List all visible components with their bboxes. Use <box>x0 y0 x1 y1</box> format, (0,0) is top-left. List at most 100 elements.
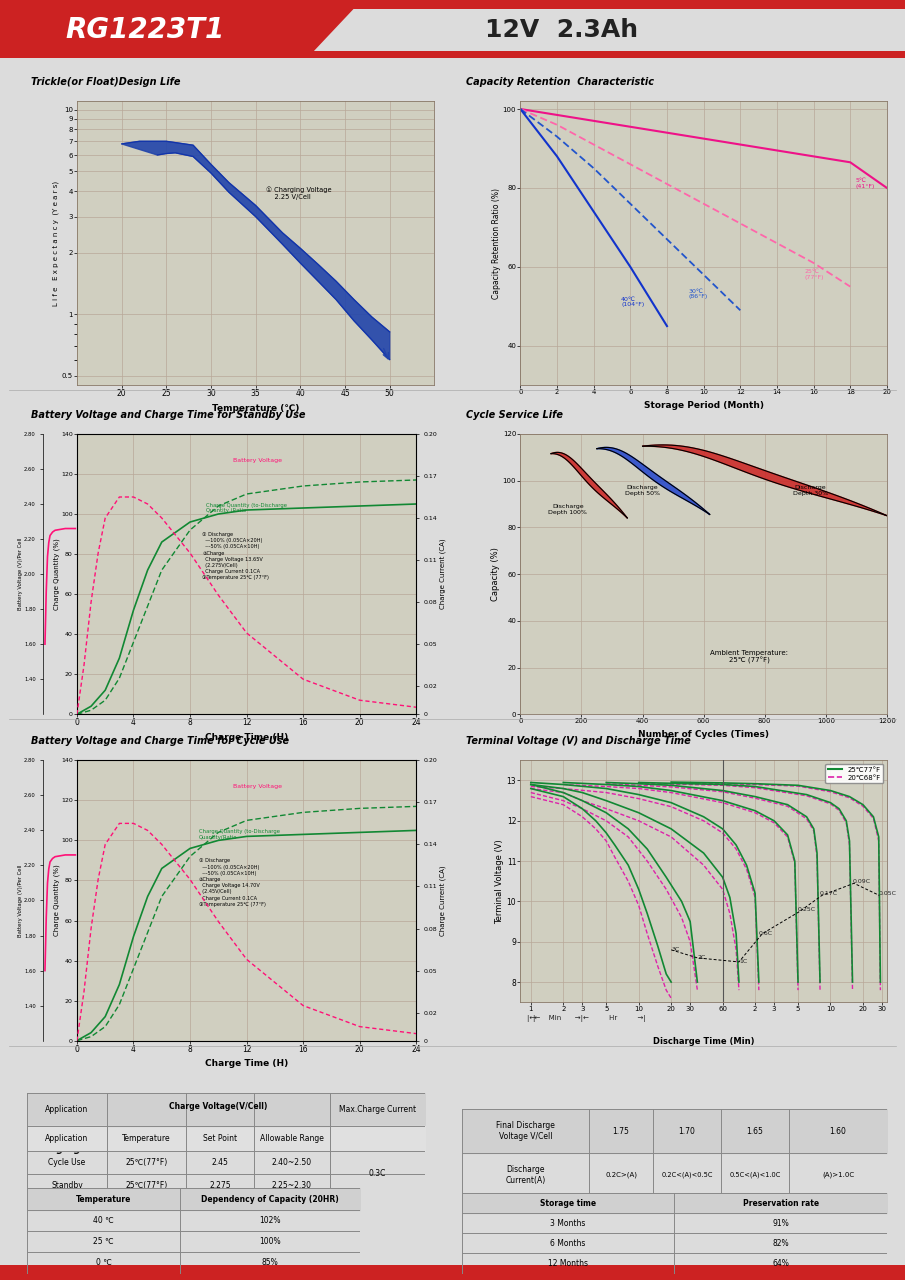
X-axis label: Discharge Time (Min): Discharge Time (Min) <box>653 1037 755 1047</box>
Text: Set Point: Set Point <box>204 1134 237 1143</box>
Text: 40 ℃: 40 ℃ <box>93 1216 114 1225</box>
Text: Final Discharge
Voltage V/Cell: Final Discharge Voltage V/Cell <box>496 1121 555 1140</box>
Polygon shape <box>0 0 362 58</box>
Text: ① Discharge
  —100% (0.05CA×20H)
  ---50% (0.05CA×10H)
②Charge
  Charge Voltage : ① Discharge —100% (0.05CA×20H) ---50% (0… <box>199 859 266 906</box>
Legend: 25℃77°F, 20℃68°F: 25℃77°F, 20℃68°F <box>825 764 883 783</box>
Text: 0.17C: 0.17C <box>820 891 838 896</box>
Text: 25℃(77°F): 25℃(77°F) <box>126 1181 167 1190</box>
Text: 0.05C: 0.05C <box>879 891 897 896</box>
Text: Preservation rate: Preservation rate <box>742 1198 819 1207</box>
Y-axis label: Charge Current (CA): Charge Current (CA) <box>439 865 445 936</box>
Text: |←      Min      →|←         Hr         →|: |← Min →|← Hr →| <box>527 1015 646 1023</box>
Y-axis label: L i f e   E x p e c t a n c y  (Y e a r s): L i f e E x p e c t a n c y (Y e a r s) <box>52 180 59 306</box>
Text: Charge Quantity (to-Discharge
Quantity(Ratio: Charge Quantity (to-Discharge Quantity(R… <box>199 829 281 840</box>
Text: 0.2C<(A)<0.5C: 0.2C<(A)<0.5C <box>662 1171 713 1178</box>
Text: 0.2C>(A): 0.2C>(A) <box>605 1171 637 1178</box>
Text: ① Discharge
  —100% (0.05CA×20H)
  ---50% (0.05CA×10H)
②Charge
  Charge Voltage : ① Discharge —100% (0.05CA×20H) ---50% (0… <box>203 532 270 580</box>
Text: 1C: 1C <box>739 960 748 964</box>
Text: 100%: 100% <box>259 1238 281 1247</box>
Text: 2.40~2.50: 2.40~2.50 <box>272 1158 312 1167</box>
Text: 2.45: 2.45 <box>212 1158 229 1167</box>
Text: Application: Application <box>45 1105 89 1114</box>
Text: 12 Months: 12 Months <box>548 1260 588 1268</box>
Text: 1.70: 1.70 <box>679 1126 695 1135</box>
Text: 0.3C: 0.3C <box>369 1170 386 1179</box>
Text: |←: |← <box>532 1015 540 1023</box>
Text: 85%: 85% <box>262 1258 279 1267</box>
Text: Application: Application <box>45 1134 89 1143</box>
Text: Battery Voltage and Charge Time for Cycle Use: Battery Voltage and Charge Time for Cycl… <box>32 736 290 746</box>
Text: Ambient Temperature:
25℃ (77°F): Ambient Temperature: 25℃ (77°F) <box>710 650 788 664</box>
Text: 6 Months: 6 Months <box>550 1239 586 1248</box>
Text: Temperature: Temperature <box>76 1194 131 1203</box>
Text: Trickle(or Float)Design Life: Trickle(or Float)Design Life <box>32 77 181 87</box>
X-axis label: Temperature (℃): Temperature (℃) <box>212 404 300 413</box>
Text: Standby: Standby <box>51 1181 83 1190</box>
Y-axis label: Battery Voltage (V)/Per Cell: Battery Voltage (V)/Per Cell <box>18 538 23 611</box>
Bar <box>0 0 905 9</box>
Text: 1.75: 1.75 <box>613 1126 630 1135</box>
Text: Discharge
Depth 30%: Discharge Depth 30% <box>793 485 828 497</box>
Text: Allowable Range: Allowable Range <box>260 1134 324 1143</box>
Y-axis label: Charge Quantity (%): Charge Quantity (%) <box>53 538 60 611</box>
Text: Discharge
Depth 50%: Discharge Depth 50% <box>625 485 660 497</box>
Text: Storage time: Storage time <box>539 1198 596 1207</box>
Text: 2.25~2.30: 2.25~2.30 <box>272 1181 312 1190</box>
Text: 3 Months: 3 Months <box>550 1219 586 1228</box>
Text: 3C: 3C <box>672 947 680 952</box>
Text: 2C: 2C <box>698 955 706 960</box>
Text: Cycle Use: Cycle Use <box>48 1158 86 1167</box>
Polygon shape <box>596 448 710 515</box>
Text: Battery Voltage and Charge Time for Standby Use: Battery Voltage and Charge Time for Stan… <box>32 410 306 420</box>
X-axis label: Charge Time (H): Charge Time (H) <box>205 733 288 742</box>
Text: 25 ℃: 25 ℃ <box>93 1238 114 1247</box>
Text: 30℃
(86°F): 30℃ (86°F) <box>689 289 709 300</box>
Text: 0.09C: 0.09C <box>853 879 871 883</box>
Text: 82%: 82% <box>772 1239 789 1248</box>
Text: Charging Procedures: Charging Procedures <box>32 1144 147 1155</box>
Polygon shape <box>121 141 390 360</box>
X-axis label: Charge Time (H): Charge Time (H) <box>205 1060 288 1069</box>
Bar <box>0 51 905 58</box>
Text: 0.5C<(A)<1.0C: 0.5C<(A)<1.0C <box>729 1171 781 1178</box>
Text: ① Charging Voltage
    2.25 V/Cell: ① Charging Voltage 2.25 V/Cell <box>266 187 332 200</box>
Text: Discharge
Depth 100%: Discharge Depth 100% <box>548 504 587 515</box>
Text: 102%: 102% <box>259 1216 281 1225</box>
Text: RG1223T1: RG1223T1 <box>65 15 224 44</box>
Text: Max.Charge Current: Max.Charge Current <box>339 1105 416 1114</box>
Text: 1.65: 1.65 <box>747 1126 764 1135</box>
Text: 64%: 64% <box>772 1260 789 1268</box>
Text: Cycle Service Life: Cycle Service Life <box>466 410 563 420</box>
Text: Capacity Retention  Characteristic: Capacity Retention Characteristic <box>466 77 653 87</box>
Y-axis label: Capacity Retention Ratio (%): Capacity Retention Ratio (%) <box>492 188 501 298</box>
Y-axis label: Charge Current (CA): Charge Current (CA) <box>439 539 445 609</box>
Text: 91%: 91% <box>772 1219 789 1228</box>
Text: Discharge Current VS. Discharge Voltage: Discharge Current VS. Discharge Voltage <box>466 1144 674 1155</box>
Polygon shape <box>551 452 627 518</box>
Text: 40℃
(104°F): 40℃ (104°F) <box>621 297 644 307</box>
Text: 25℃
(77°F): 25℃ (77°F) <box>805 269 824 280</box>
Text: 25℃(77°F): 25℃(77°F) <box>126 1158 167 1167</box>
X-axis label: Storage Period (Month): Storage Period (Month) <box>643 401 764 410</box>
Text: 1.60: 1.60 <box>830 1126 846 1135</box>
Text: 0.6C: 0.6C <box>759 931 773 936</box>
Text: Battery Voltage: Battery Voltage <box>233 785 282 790</box>
Text: (A)>1.0C: (A)>1.0C <box>822 1171 854 1178</box>
Text: 0 ℃: 0 ℃ <box>96 1258 111 1267</box>
Y-axis label: Terminal Voltage (V): Terminal Voltage (V) <box>495 838 504 924</box>
Text: Charge Voltage(V/Cell): Charge Voltage(V/Cell) <box>169 1102 268 1111</box>
Text: Battery Voltage: Battery Voltage <box>233 458 282 463</box>
Text: Dependency of Capacity (20HR): Dependency of Capacity (20HR) <box>201 1194 338 1203</box>
Polygon shape <box>643 445 887 516</box>
Text: 5℃
(41°F): 5℃ (41°F) <box>856 178 875 189</box>
Y-axis label: Capacity (%): Capacity (%) <box>491 547 500 602</box>
Y-axis label: Charge Quantity (%): Charge Quantity (%) <box>53 864 60 937</box>
Text: Temperature: Temperature <box>122 1134 171 1143</box>
Text: Charge Quantity (to-Discharge
Quantity (Ratio: Charge Quantity (to-Discharge Quantity (… <box>205 503 287 513</box>
Text: 2.275: 2.275 <box>209 1181 231 1190</box>
X-axis label: Number of Cycles (Times): Number of Cycles (Times) <box>638 730 769 739</box>
Text: 0.25C: 0.25C <box>798 908 816 913</box>
Y-axis label: Battery Voltage (V)/Per Cell: Battery Voltage (V)/Per Cell <box>18 864 23 937</box>
Text: 12V  2.3Ah: 12V 2.3Ah <box>484 18 638 42</box>
Text: Terminal Voltage (V) and Discharge Time: Terminal Voltage (V) and Discharge Time <box>466 736 691 746</box>
